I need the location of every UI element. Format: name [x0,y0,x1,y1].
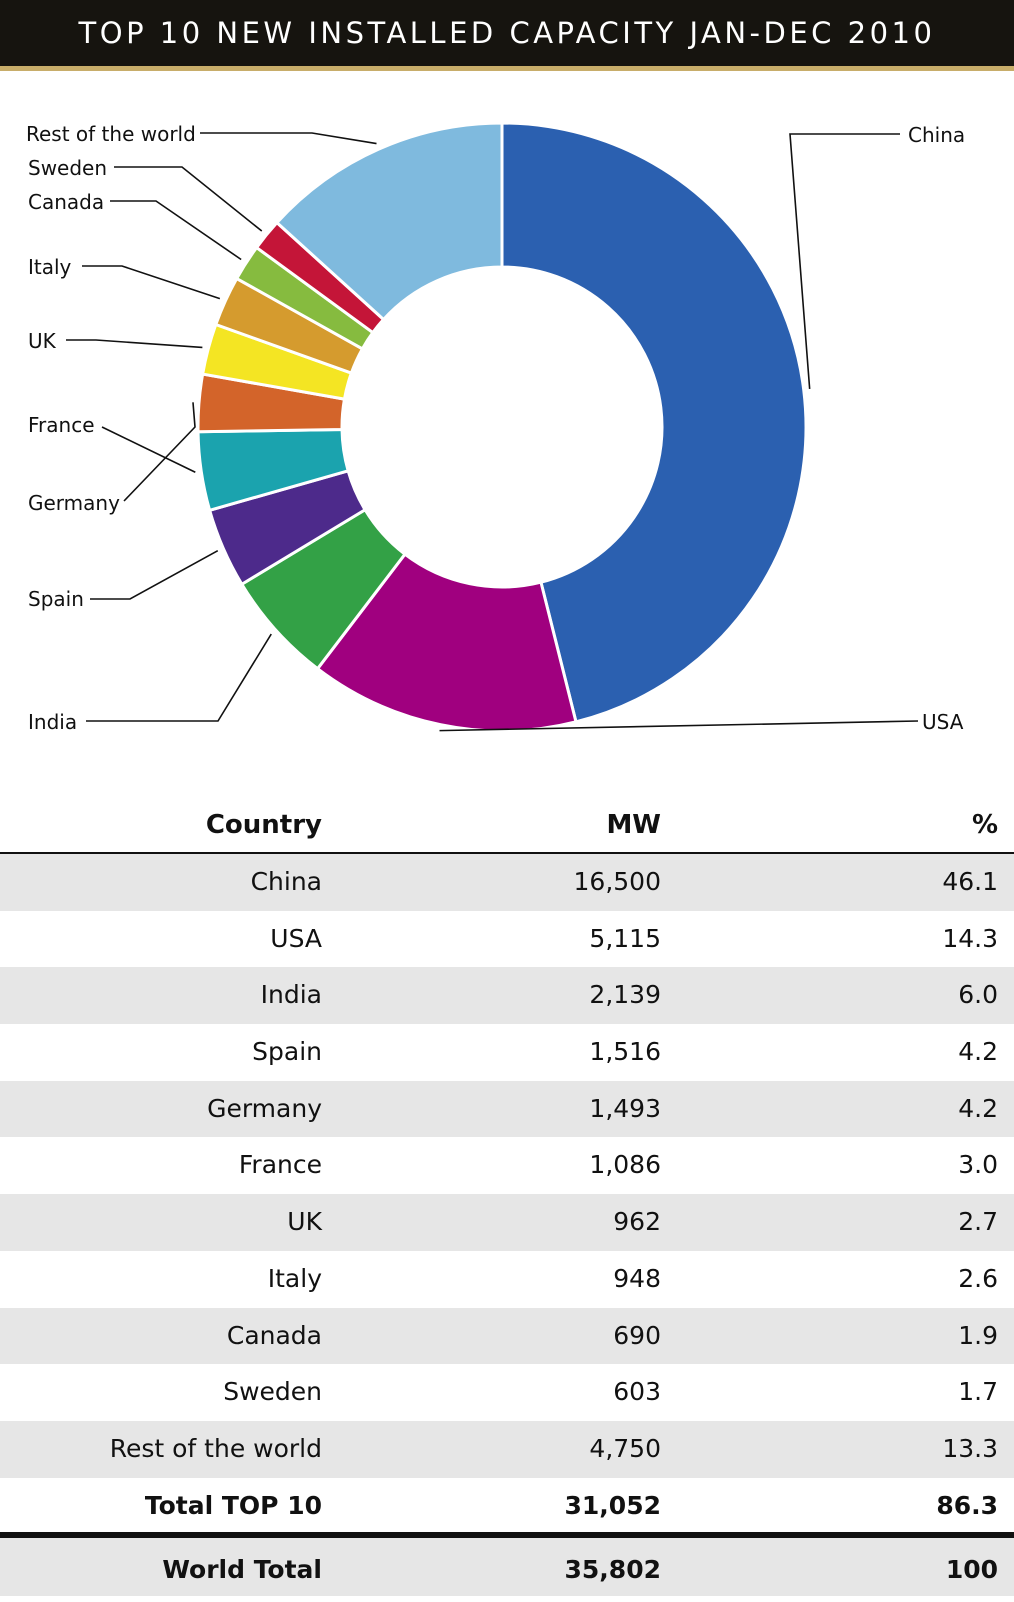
cell-country: Canada [226,1320,322,1350]
cell-mw: 603 [613,1377,661,1407]
label-uk: UK [28,329,57,353]
leader-line-rest-of-the-world [200,132,377,145]
data-table: Country MW % China 16,500 46.1 USA 5,115… [0,794,1014,1596]
world-total-pct: 100 [945,1554,998,1584]
table-row: Canada 690 1.9 [0,1307,1014,1365]
chart-title: TOP 10 NEW INSTALLED CAPACITY JAN-DEC 20… [78,16,936,50]
leader-line-china [789,133,900,390]
total-top10-mw: 31,052 [564,1490,661,1520]
table-row: Germany 1,493 4.2 [0,1080,1014,1138]
title-underline [0,66,1014,71]
cell-mw: 4,750 [589,1433,661,1463]
cell-pct: 14.3 [942,923,998,953]
table-row: China 16,500 46.1 [0,854,1014,911]
table-row: India 2,139 6.0 [0,967,1014,1025]
label-rest-of-the-world: Rest of the world [26,122,196,146]
header-country: Country [205,810,322,840]
leader-line-germany [101,426,196,473]
label-canada: Canada [28,190,104,214]
cell-mw: 5,115 [589,923,661,953]
leader-line-spain [90,550,219,600]
world-total-label: World Total [162,1554,322,1584]
label-usa: USA [922,710,964,734]
world-total-mw: 35,802 [564,1554,661,1584]
cell-mw: 16,500 [573,867,661,896]
title-bar [0,0,1014,66]
leader-line-italy [82,265,221,300]
total-top10-pct: 86.3 [936,1490,998,1520]
table-header-row: Country MW % [0,794,1014,854]
cell-pct: 2.7 [958,1207,998,1237]
cell-pct: 4.2 [958,1037,998,1067]
cell-country: India [260,980,322,1010]
leader-line-usa [439,720,919,732]
table-row: UK 962 2.7 [0,1194,1014,1251]
cell-country: France [238,1150,322,1180]
label-germany: Germany [28,491,120,515]
cell-country: China [250,867,322,896]
label-china: China [908,123,965,147]
cell-mw: 2,139 [589,980,661,1010]
leader-line-sweden [114,166,263,232]
table-row: France 1,086 3.0 [0,1137,1014,1194]
leader-line-uk [66,339,203,349]
cell-country: Spain [252,1037,322,1067]
cell-mw: 690 [613,1320,661,1350]
table-row: Italy 948 2.6 [0,1251,1014,1308]
cell-mw: 1,516 [589,1037,661,1067]
cell-mw: 962 [613,1207,661,1237]
cell-pct: 6.0 [958,980,998,1010]
cell-mw: 1,086 [589,1150,661,1180]
slice-rest-of-the-world [274,121,504,322]
cell-pct: 13.3 [942,1433,998,1463]
cell-mw: 1,493 [589,1093,661,1123]
table-row: Spain 1,516 4.2 [0,1024,1014,1081]
cell-country: Sweden [223,1377,322,1407]
total-top10-label: Total TOP 10 [144,1490,322,1520]
world-total-row: World Total 35,802 100 [0,1537,1014,1596]
cell-mw: 948 [613,1263,661,1293]
donut-chart: China USA India Spain Germany France UK Italy Ca… [26,121,965,734]
slice-china [500,121,808,724]
header-pct: % [971,810,998,840]
slice-usa [315,552,578,733]
table-row: USA 5,115 14.3 [0,911,1014,968]
total-divider [0,1531,1014,1538]
leader-line-india [86,633,272,722]
cell-country: UK [287,1207,322,1237]
donut-hole [343,268,661,586]
label-india: India [28,710,77,734]
cell-country: USA [270,923,322,953]
cell-pct: 1.7 [958,1377,998,1407]
total-top10-row: Total TOP 10 31,052 86.3 [0,1478,1014,1532]
label-sweden: Sweden [28,156,107,180]
label-italy: Italy [28,255,72,279]
table-row: Sweden 603 1.7 [0,1364,1014,1421]
table-row: Rest of the world 4,750 13.3 [0,1420,1014,1478]
cell-pct: 2.6 [958,1263,998,1293]
cell-pct: 1.9 [958,1320,998,1350]
cell-pct: 3.0 [958,1150,998,1180]
cell-country: Rest of the world [109,1433,322,1463]
leader-line-france [123,402,196,502]
cell-country: Germany [207,1093,322,1123]
cell-pct: 4.2 [958,1093,998,1123]
label-france: France [28,413,95,437]
leader-line-canada [110,200,242,261]
header-mw: MW [606,810,661,840]
label-spain: Spain [28,587,84,611]
cell-pct: 46.1 [942,867,998,896]
cell-country: Italy [267,1263,322,1293]
